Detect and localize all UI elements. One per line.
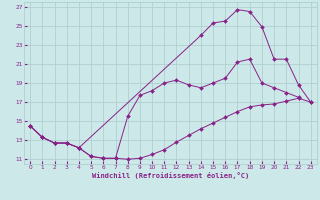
X-axis label: Windchill (Refroidissement éolien,°C): Windchill (Refroidissement éolien,°C) bbox=[92, 172, 249, 179]
